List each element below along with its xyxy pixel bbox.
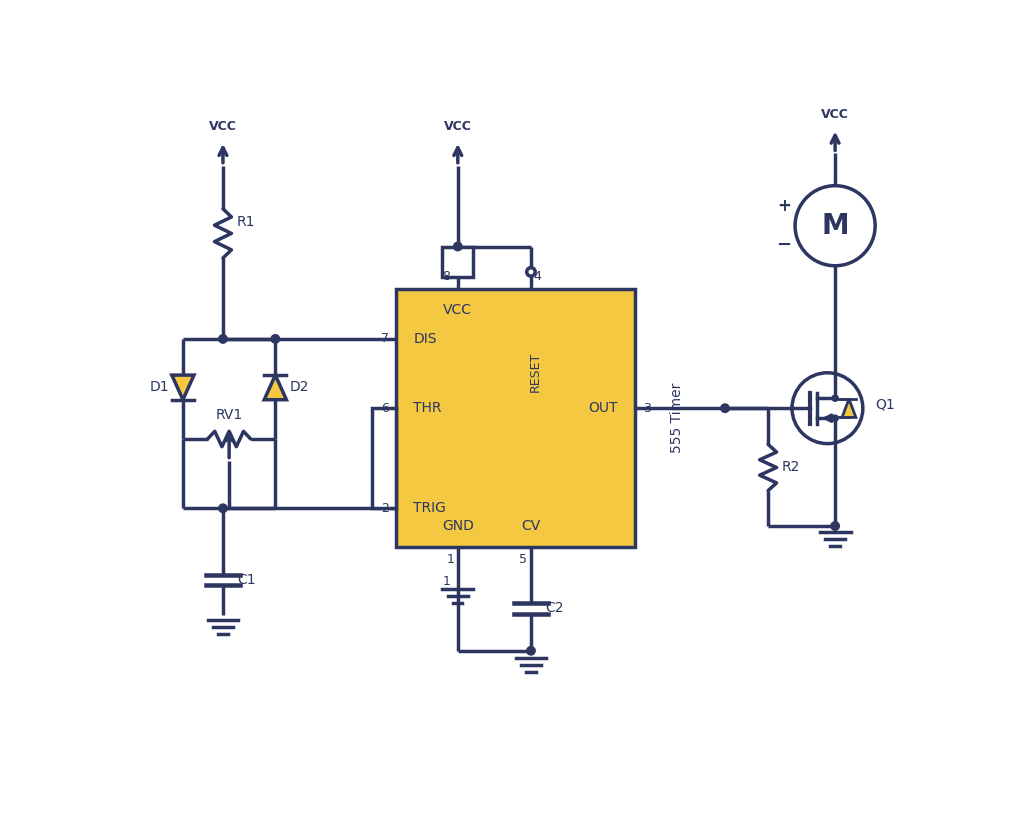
- Text: R1: R1: [237, 215, 255, 229]
- Text: 2: 2: [381, 502, 388, 515]
- FancyBboxPatch shape: [372, 408, 396, 509]
- Polygon shape: [172, 375, 194, 400]
- Text: VCC: VCC: [443, 120, 472, 134]
- Text: 6: 6: [381, 402, 388, 415]
- Text: D1: D1: [150, 381, 169, 394]
- Polygon shape: [264, 375, 287, 400]
- Circle shape: [271, 335, 280, 343]
- Text: 555 Timer: 555 Timer: [671, 382, 684, 453]
- Text: D2: D2: [289, 381, 308, 394]
- Circle shape: [219, 504, 227, 513]
- Text: 7: 7: [381, 332, 388, 346]
- Circle shape: [833, 415, 839, 422]
- Text: THR: THR: [413, 401, 441, 415]
- FancyBboxPatch shape: [396, 289, 635, 547]
- Text: Q1: Q1: [876, 397, 895, 412]
- Text: C2: C2: [545, 601, 563, 615]
- Text: RESET: RESET: [528, 352, 542, 392]
- Text: GND: GND: [442, 519, 474, 533]
- Circle shape: [526, 268, 536, 276]
- Text: TRIG: TRIG: [413, 501, 446, 515]
- Text: C1: C1: [237, 573, 255, 587]
- Text: VCC: VCC: [209, 120, 237, 134]
- Text: 1: 1: [446, 553, 454, 566]
- Text: 3: 3: [643, 402, 650, 415]
- Circle shape: [454, 242, 462, 250]
- Text: 5: 5: [519, 553, 527, 566]
- Text: M: M: [821, 212, 849, 240]
- Text: 8: 8: [442, 270, 451, 283]
- Text: −: −: [776, 236, 792, 254]
- Text: 4: 4: [534, 270, 541, 283]
- Circle shape: [830, 522, 840, 530]
- Circle shape: [792, 372, 863, 443]
- Circle shape: [721, 404, 729, 412]
- Circle shape: [795, 185, 876, 266]
- Text: VCC: VCC: [443, 303, 472, 316]
- Text: RV1: RV1: [215, 408, 243, 422]
- Text: R2: R2: [782, 460, 801, 474]
- Text: 1: 1: [442, 575, 451, 588]
- Text: VCC: VCC: [821, 108, 849, 121]
- Text: DIS: DIS: [413, 331, 436, 346]
- Text: OUT: OUT: [589, 401, 617, 415]
- Circle shape: [833, 395, 839, 402]
- FancyBboxPatch shape: [442, 246, 473, 277]
- Circle shape: [526, 646, 536, 655]
- Text: CV: CV: [521, 519, 541, 533]
- Polygon shape: [842, 399, 856, 418]
- Text: +: +: [777, 197, 792, 215]
- Circle shape: [219, 335, 227, 343]
